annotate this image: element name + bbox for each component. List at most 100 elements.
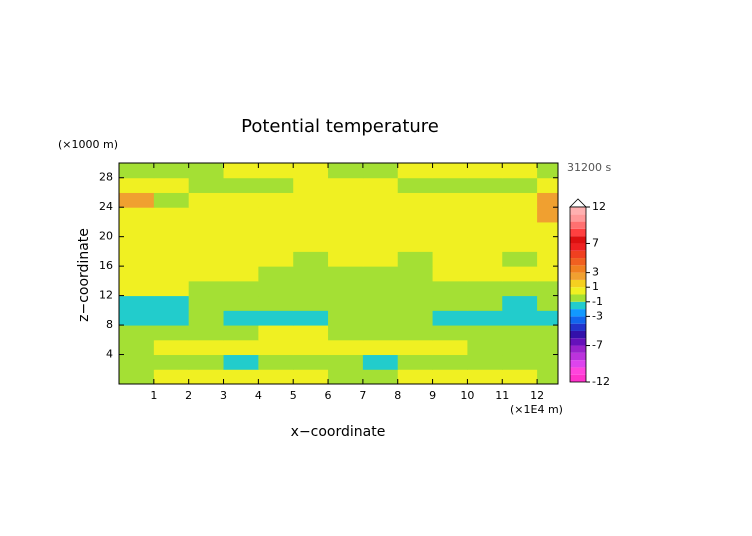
colorbar-segment [570,323,586,331]
contour-cell [258,236,294,252]
colorbar-tick-label: -1 [592,295,603,308]
contour-cell [328,192,364,208]
contour-cell [223,236,259,252]
contour-cell [328,369,364,385]
contour-cell [502,177,538,193]
contour-cell [258,354,294,370]
contour-cell [432,339,468,356]
colorbar-tick-label: 12 [592,200,606,213]
contour-cell [432,192,468,208]
contour-cell [537,280,559,297]
contour-cell [502,236,538,252]
contour-cell [502,354,538,370]
colorbar-tick-label: -3 [592,309,603,322]
time-label: 31200 s [567,161,611,174]
contour-cell [293,177,329,193]
x-unit-label: (×1E4 m) [510,403,563,416]
contour-cell [502,163,538,179]
x-tick-label: 3 [220,389,227,402]
y-tick-label: 4 [106,348,113,361]
contour-cell [467,192,503,208]
contour-cell [153,280,190,297]
contour-cell [537,369,559,385]
colorbar-segment [570,272,586,280]
y-axis-label: z−coordinate [76,228,92,322]
contour-cell [188,177,225,193]
contour-cell [432,251,468,267]
contour-cell [223,325,259,341]
contour-cell [188,251,225,267]
contour-cell [397,207,434,223]
contour-cell [223,295,259,311]
contour-cell [258,192,294,208]
colorbar-segment [570,243,586,251]
colorbar-segment [570,207,586,215]
contour-cell [223,339,259,356]
contour-cell [537,207,559,223]
contour-cell [362,266,399,282]
x-tick-label: 4 [255,389,262,402]
colorbar-segment [570,352,586,361]
contour-cell [467,339,503,356]
x-axis-label: x−coordinate [291,424,386,440]
contour-cell [467,310,503,326]
contour-cell [328,221,364,238]
colorbar-segment [570,374,586,382]
contour-cell [293,192,329,208]
y-tick-label: 12 [99,289,113,302]
colorbar-segment [570,221,586,229]
y-tick-label: 8 [106,318,113,331]
contour-cell [293,236,329,252]
contour-cell [537,295,559,311]
chart-title: Potential temperature [241,116,439,137]
contour-cell [432,369,468,385]
y-tick-label: 24 [99,200,113,213]
contour-cell [153,207,190,223]
contour-cell [328,266,364,282]
contour-cell [258,295,294,311]
contour-cell [293,207,329,223]
contour-cell [328,354,364,370]
colorbar-segment [570,345,586,353]
contour-cell [119,266,155,282]
contour-cell [397,325,434,341]
contour-cell [467,295,503,311]
contour-cell [467,354,503,370]
contour-cell [362,236,399,252]
contour-cell [153,221,190,238]
contour-cell [258,163,294,179]
contour-cell [153,310,190,326]
contour-cell [397,221,434,238]
contour-cell [328,339,364,356]
contour-cell [223,192,259,208]
colorbar-tick-label: 1 [592,280,599,293]
contour-cell [119,295,155,311]
contour-cell [432,325,468,341]
contour-cell [362,177,399,193]
contour-cell [328,236,364,252]
contour-cell [188,339,225,356]
colorbar-segment [570,236,586,244]
contour-cell [258,266,294,282]
contour-cell [537,251,559,267]
colorbar-tick-label: -7 [592,339,603,352]
colorbar-frame [569,206,587,383]
contour-cell [397,339,434,356]
contour-cell [397,310,434,326]
contour-cell [397,354,434,370]
contour-cell [432,280,468,297]
contour-cell [432,163,468,179]
contour-cell [362,163,399,179]
contour-cell [362,295,399,311]
x-tick-label: 10 [460,389,474,402]
contour-cell [432,266,468,282]
contour-cell [223,354,259,370]
colorbar-segment [570,250,586,259]
contour-cell [328,280,364,297]
colorbar-segment [570,279,586,288]
colorbar-segment [570,309,586,317]
contour-cell [119,177,155,193]
contour-cell [397,266,434,282]
contour-cell [153,295,190,311]
